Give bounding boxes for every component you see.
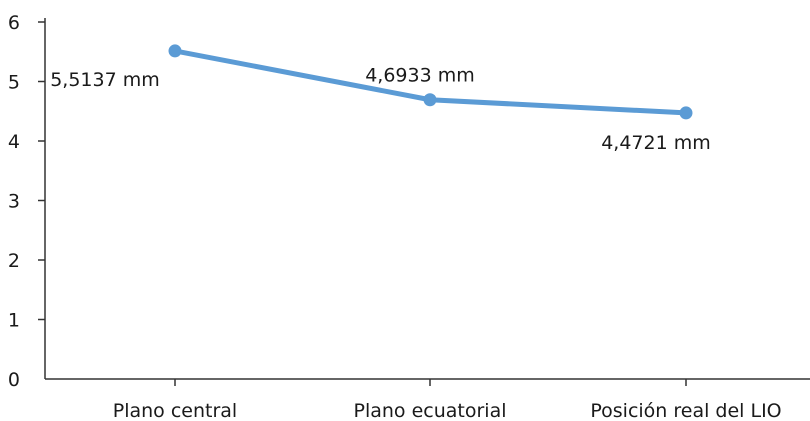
data-labels-group: 5,5137 mm 4,6933 mm 4,4721 mm bbox=[50, 65, 711, 154]
data-point bbox=[423, 93, 437, 107]
y-tick-label: 6 bbox=[8, 12, 20, 34]
x-axis: Plano central Plano ecuatorial Posición re… bbox=[45, 378, 810, 421]
y-tick-label: 0 bbox=[8, 369, 20, 391]
y-tick-label: 4 bbox=[8, 131, 20, 153]
x-category-label: Plano ecuatorial bbox=[354, 400, 507, 421]
x-category-label: Plano central bbox=[113, 400, 237, 421]
data-point bbox=[168, 44, 182, 58]
y-tick-label: 5 bbox=[8, 72, 20, 94]
y-tick-label: 3 bbox=[8, 191, 20, 213]
x-category-label: Posición real del LIO bbox=[590, 400, 781, 421]
y-tick-label: 2 bbox=[8, 250, 20, 272]
series-group bbox=[168, 44, 693, 120]
data-point bbox=[679, 106, 693, 120]
y-tick-label: 1 bbox=[8, 310, 20, 332]
y-axis: 0 1 2 3 4 5 6 bbox=[8, 12, 46, 391]
data-label: 4,4721 mm bbox=[601, 132, 711, 154]
data-label: 5,5137 mm bbox=[50, 69, 160, 91]
data-label: 4,6933 mm bbox=[365, 65, 475, 87]
